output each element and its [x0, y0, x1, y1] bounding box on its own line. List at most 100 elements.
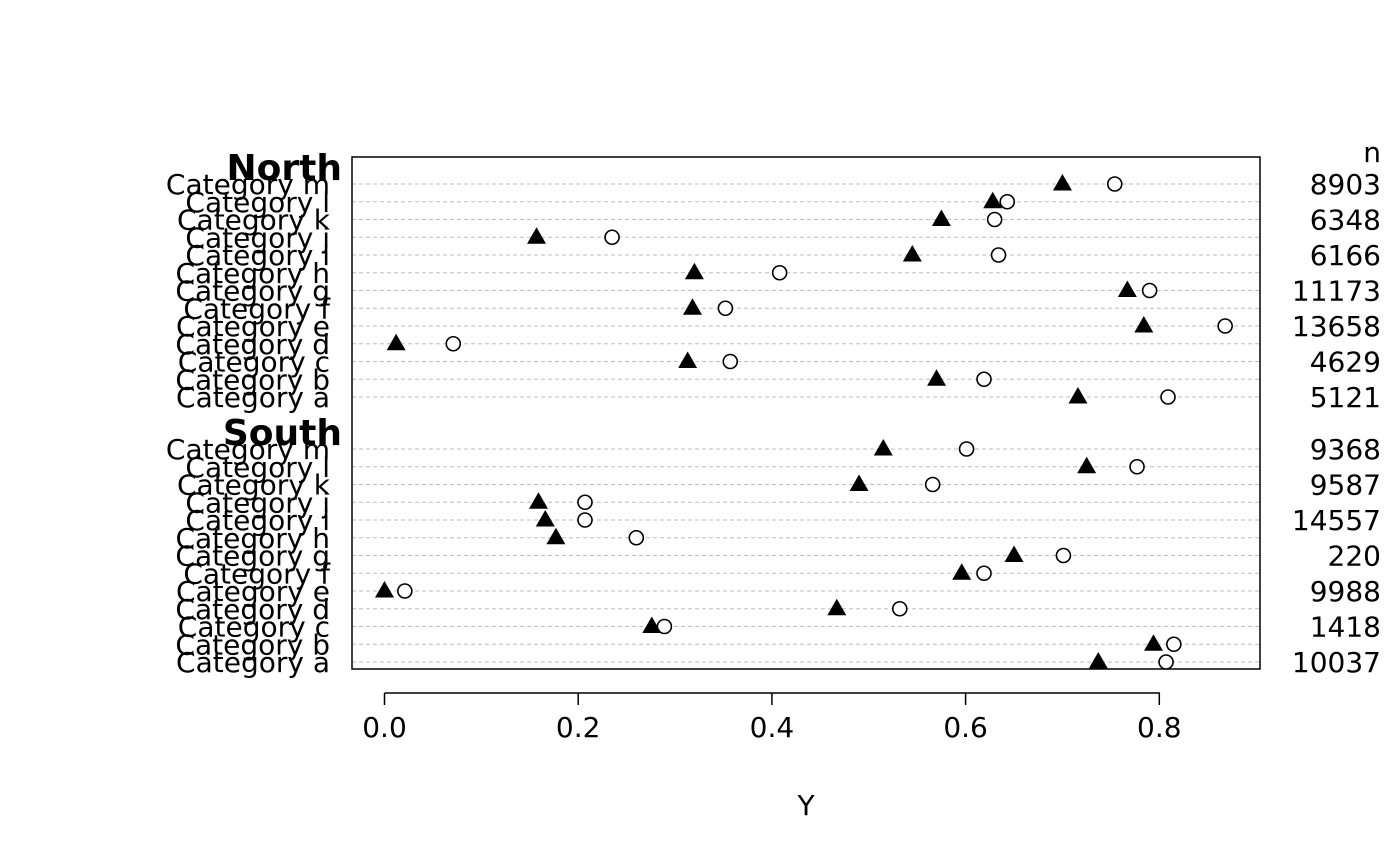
- category-label: Category e: [176, 310, 330, 343]
- circle-point: [577, 512, 593, 528]
- category-label: Category i: [185, 504, 330, 537]
- n-value: 5121: [1310, 381, 1381, 414]
- n-value: 9368: [1310, 433, 1381, 466]
- circle-point: [604, 229, 620, 246]
- category-label: Category m: [166, 433, 330, 466]
- category-label: Category g: [175, 275, 330, 308]
- triangle-point: [1117, 280, 1137, 297]
- circle-point: [1141, 282, 1158, 299]
- circle-point: [1158, 654, 1174, 670]
- triangle-point: [1077, 456, 1097, 474]
- x-tick-label: 0.4: [750, 711, 795, 744]
- n-value: 1418: [1310, 611, 1381, 644]
- triangle-point: [682, 298, 702, 315]
- category-label: Category k: [177, 469, 331, 502]
- x-axis-title: Y: [796, 789, 815, 822]
- triangle-point: [873, 439, 893, 456]
- triangle-point: [684, 262, 704, 280]
- circle-point: [986, 211, 1003, 228]
- circle-point: [891, 600, 908, 617]
- category-label: Category c: [178, 346, 330, 379]
- n-value: 9587: [1310, 469, 1381, 502]
- circle-point: [717, 300, 734, 317]
- circle-point: [990, 247, 1007, 263]
- category-label: Category a: [176, 646, 330, 679]
- category-label: Category j: [185, 486, 330, 519]
- triangle-point: [535, 510, 555, 527]
- triangle-point: [902, 245, 922, 262]
- n-value: 6166: [1310, 239, 1381, 272]
- triangle-point: [1068, 387, 1088, 404]
- triangle-point: [1134, 316, 1154, 333]
- circle-point: [1160, 389, 1176, 405]
- circle-point: [1166, 636, 1182, 653]
- triangle-point: [678, 351, 698, 368]
- plot-frame: [351, 156, 1261, 670]
- x-tick-label: 0.2: [556, 711, 601, 744]
- circle-point: [628, 529, 645, 546]
- circle-point: [722, 353, 739, 370]
- group-title-south: South: [223, 413, 342, 454]
- category-label: Category b: [175, 628, 330, 661]
- circle-point: [397, 583, 413, 599]
- triangle-point: [546, 527, 566, 545]
- n-value: 13658: [1292, 310, 1381, 343]
- circle-point: [1217, 318, 1233, 334]
- n-value: 8903: [1310, 168, 1381, 201]
- x-axis: 0.0 0.2 0.4 0.6 0.8: [362, 692, 1182, 744]
- triangle-point: [983, 191, 1003, 209]
- triangle-point: [527, 227, 547, 244]
- category-label: Category d: [175, 593, 330, 626]
- triangle-point: [952, 563, 972, 580]
- circle-point: [999, 193, 1016, 210]
- category-label: Category b: [175, 363, 330, 396]
- triangle-point: [827, 598, 847, 616]
- circle-point: [1129, 458, 1145, 475]
- triangle-point: [1004, 545, 1024, 562]
- category-label: Category i: [185, 239, 330, 272]
- n-value: 6348: [1310, 204, 1381, 237]
- n-value: 10037: [1292, 646, 1381, 679]
- n-value: 11173: [1292, 275, 1381, 308]
- n-header: n: [1363, 136, 1381, 169]
- grid-lines: [352, 183, 1260, 663]
- category-label: Category h: [175, 522, 330, 555]
- group-title-north: North: [227, 148, 342, 189]
- circle-point: [1106, 176, 1123, 192]
- category-label: Category a: [176, 381, 330, 414]
- category-label: Category e: [176, 575, 330, 608]
- x-tick-label: 0.8: [1137, 711, 1182, 744]
- circle-point: [924, 476, 941, 493]
- n-value: 9988: [1310, 575, 1381, 608]
- category-label: Category l: [185, 186, 330, 219]
- triangle-point: [528, 492, 548, 509]
- x-tick-label: 0.6: [943, 711, 988, 744]
- triangle-point: [386, 333, 406, 351]
- n-value: 4629: [1310, 346, 1381, 379]
- circle-point: [577, 494, 593, 511]
- category-label: Category d: [175, 328, 330, 361]
- category-label: Category m: [166, 168, 330, 201]
- circle-point: [445, 335, 462, 352]
- category-label: Category l: [185, 451, 330, 484]
- category-label: Category k: [177, 204, 331, 237]
- category-label: Category h: [175, 257, 330, 290]
- triangle-point: [1143, 634, 1163, 651]
- circle-point: [1055, 547, 1072, 564]
- triangle-point: [927, 369, 947, 386]
- x-tick-label: 0.0: [362, 711, 407, 744]
- circle-point: [958, 441, 975, 457]
- triangle-point: [642, 616, 662, 633]
- category-label: Category j: [185, 221, 330, 254]
- triangle-point: [375, 581, 394, 598]
- triangle-point: [1052, 174, 1072, 191]
- category-label: Category f: [183, 557, 331, 590]
- data-marks: [375, 174, 1233, 670]
- category-label: Category f: [183, 292, 331, 325]
- category-label: Category c: [178, 611, 330, 644]
- n-value: 220: [1328, 540, 1381, 573]
- triangle-point: [849, 474, 869, 491]
